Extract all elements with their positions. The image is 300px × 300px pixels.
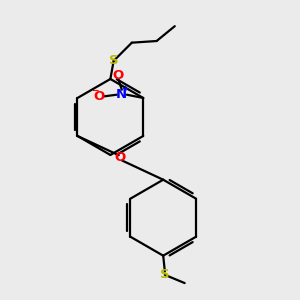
Text: O: O <box>113 69 124 82</box>
Text: O: O <box>115 151 126 164</box>
Text: S: S <box>109 54 118 67</box>
Text: O: O <box>94 90 105 103</box>
Text: −: − <box>91 86 99 95</box>
Text: S: S <box>160 268 170 281</box>
Text: N: N <box>116 88 128 101</box>
Text: +: + <box>122 84 130 93</box>
